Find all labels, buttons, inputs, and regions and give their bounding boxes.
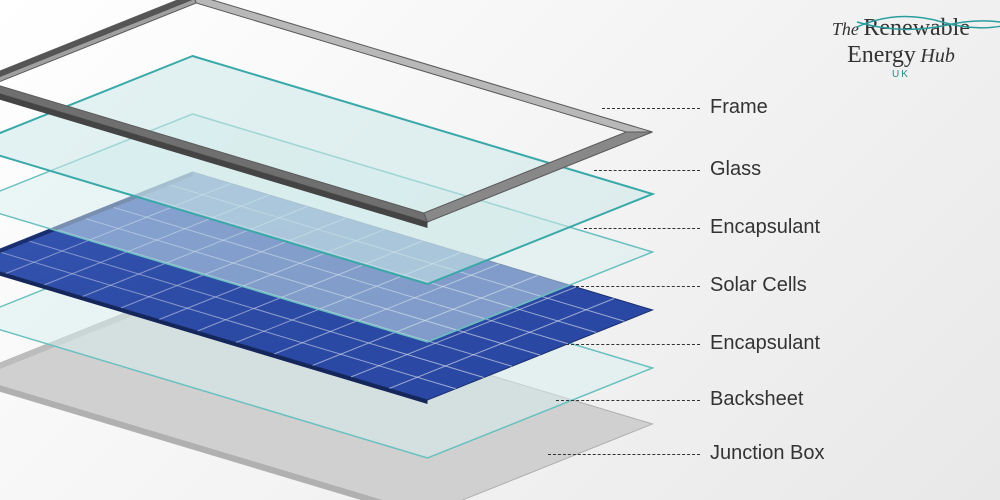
leader-line — [566, 344, 700, 345]
leader-line — [576, 286, 700, 287]
leader-line — [594, 170, 700, 171]
solar-panel-exploded-diagram — [0, 0, 1000, 500]
layer-label-glass: Glass — [710, 158, 761, 181]
layer-label-frame: Frame — [710, 96, 768, 119]
leader-line — [602, 108, 700, 109]
leader-line — [556, 400, 700, 401]
leader-line — [584, 228, 700, 229]
layer-label-solar-cells: Solar Cells — [710, 274, 807, 297]
layer-label-backsheet: Backsheet — [710, 388, 803, 411]
leader-line — [548, 454, 700, 455]
layer-label-junction-box: Junction Box — [710, 442, 825, 465]
layer-label-encapsulant2: Encapsulant — [710, 332, 820, 355]
layer-label-encapsulant1: Encapsulant — [710, 216, 820, 239]
